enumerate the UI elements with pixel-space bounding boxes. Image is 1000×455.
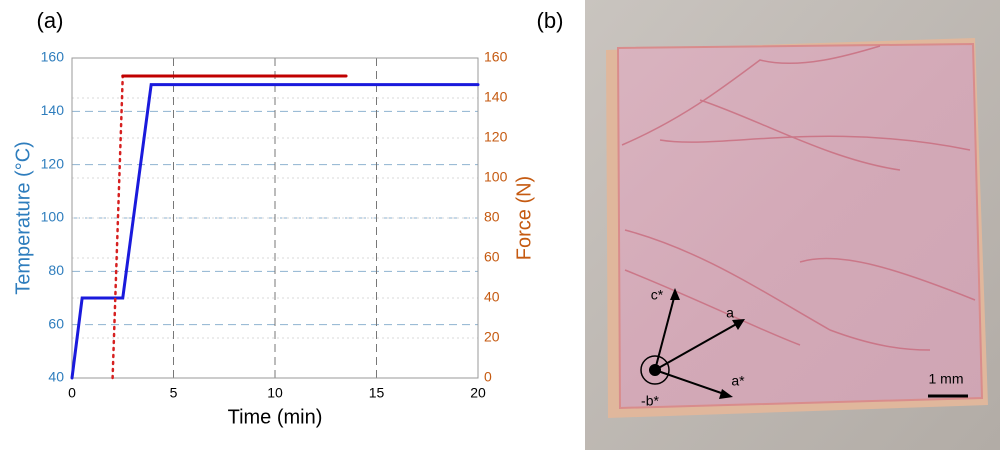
y2-tick-label: 20 bbox=[484, 329, 500, 345]
panel-label: (a) bbox=[37, 8, 64, 33]
axis-label: c* bbox=[651, 287, 664, 303]
data-line bbox=[113, 76, 123, 378]
x-tick-label: 10 bbox=[267, 385, 283, 401]
x-tick-label: 0 bbox=[68, 385, 76, 401]
x-tick-label: 15 bbox=[369, 385, 385, 401]
y2-tick-label: 160 bbox=[484, 49, 508, 65]
axis-label: -b* bbox=[641, 393, 659, 409]
axis-label: a* bbox=[731, 373, 745, 389]
y-tick-label: 160 bbox=[41, 49, 65, 65]
y2-tick-label: 0 bbox=[484, 369, 492, 385]
y2-tick-label: 40 bbox=[484, 289, 500, 305]
y2-tick-label: 60 bbox=[484, 249, 500, 265]
y-tick-label: 60 bbox=[48, 315, 64, 331]
y-tick-label: 140 bbox=[41, 102, 65, 118]
y-tick-label: 80 bbox=[48, 262, 64, 278]
y2-tick-label: 140 bbox=[484, 89, 508, 105]
y2-tick-label: 80 bbox=[484, 209, 500, 225]
y2-axis-title: Force (N) bbox=[513, 176, 535, 260]
y-tick-label: 100 bbox=[41, 209, 65, 225]
sample bbox=[618, 44, 982, 408]
scale-bar-label: 1 mm bbox=[929, 371, 964, 387]
axis-label: a bbox=[726, 305, 734, 321]
x-tick-label: 20 bbox=[470, 385, 486, 401]
x-tick-label: 5 bbox=[170, 385, 178, 401]
x-axis-title: Time (min) bbox=[228, 406, 323, 428]
y2-tick-label: 120 bbox=[484, 129, 508, 145]
y-axis-title: Temperature (°C) bbox=[12, 141, 34, 295]
figure: c* a a* -b* 1 mm (b) (a) 406080100120140… bbox=[0, 0, 1000, 450]
panel-label: (b) bbox=[537, 8, 564, 33]
y-tick-label: 120 bbox=[41, 155, 65, 171]
y2-tick-label: 100 bbox=[484, 169, 508, 185]
y-tick-label: 40 bbox=[48, 369, 64, 385]
